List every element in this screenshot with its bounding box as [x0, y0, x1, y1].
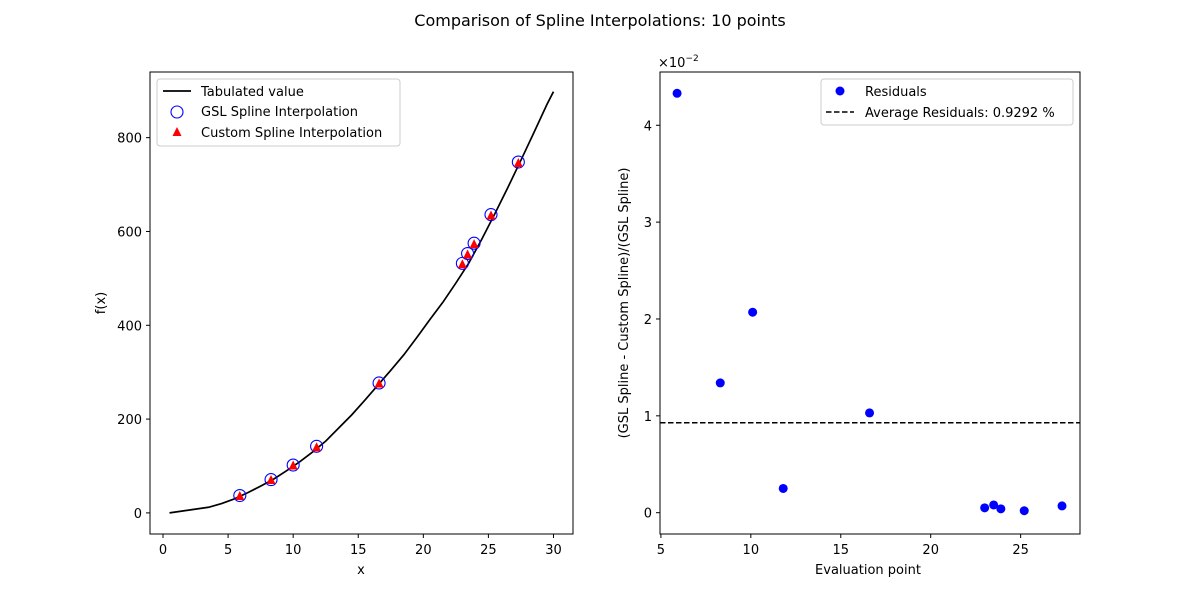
residual-point — [715, 378, 725, 388]
custom-point — [312, 442, 322, 452]
residual-point — [672, 88, 682, 98]
right-plot-ticks: 5 10 15 20 25 0 1 2 3 4 — [644, 119, 1029, 558]
legend-label-tabulated: Tabulated value — [200, 85, 304, 100]
residual-point — [748, 307, 758, 317]
gsl-point — [484, 208, 498, 222]
x-tick-label: 5 — [224, 543, 232, 558]
custom-point — [235, 491, 245, 501]
y-tick-label: 800 — [117, 132, 142, 147]
legend-triangle-icon — [172, 127, 182, 136]
offset-exponent: −2 — [685, 54, 698, 64]
custom-point — [463, 249, 473, 259]
legend-filled-circle-icon — [835, 86, 845, 96]
gsl-point — [233, 488, 247, 503]
custom-point — [486, 210, 496, 220]
legend-open-circle-icon — [170, 105, 184, 119]
x-tick-label: 20 — [415, 543, 432, 558]
left-plot-ticks: 0 5 10 15 20 25 30 0 200 400 600 800 — [117, 132, 562, 558]
right-plot-frame — [659, 71, 1081, 535]
x-tick-label: 25 — [1012, 543, 1029, 558]
left-x-axis-label: x — [357, 563, 365, 578]
right-legend-box — [820, 78, 1074, 126]
custom-point — [469, 239, 479, 249]
right-legend: Residuals Average Residuals: 0.9292 % — [820, 78, 1074, 126]
x-tick-label: 15 — [350, 543, 367, 558]
gsl-point — [286, 458, 300, 472]
x-tick-label: 15 — [832, 543, 849, 558]
custom-point — [374, 378, 384, 388]
y-tick-label: 2 — [644, 313, 652, 328]
right-plot: 5 10 15 20 25 0 1 2 3 4 Evaluation point (GSL Spl… — [617, 54, 1081, 578]
residual-point — [865, 408, 875, 418]
x-tick-label: 5 — [657, 543, 665, 558]
left-plot-frame — [149, 71, 574, 535]
y-tick-label: 4 — [644, 119, 652, 134]
left-plot: 0 5 10 15 20 25 30 0 200 400 600 800 x f(x) Tabulat… — [94, 71, 574, 578]
y-tick-label: 400 — [117, 319, 142, 334]
custom-point — [513, 157, 523, 167]
y-tick-label: 600 — [117, 225, 142, 240]
gsl-point — [310, 439, 324, 453]
x-tick-label: 0 — [159, 543, 167, 558]
gsl-point — [511, 155, 525, 169]
x-tick-label: 10 — [285, 543, 302, 558]
residual-point — [1057, 501, 1067, 511]
right-x-axis-label: Evaluation point — [815, 563, 921, 578]
y-tick-label: 0 — [134, 507, 142, 522]
residual-point — [778, 483, 788, 493]
x-tick-label: 30 — [545, 543, 562, 558]
legend-label-custom: Custom Spline Interpolation — [201, 126, 382, 141]
residual-point — [996, 504, 1006, 514]
left-y-axis-label: f(x) — [94, 292, 109, 314]
y-tick-label: 1 — [644, 410, 652, 425]
custom-point — [457, 259, 467, 269]
residual-point — [980, 503, 990, 513]
gsl-point — [467, 236, 481, 250]
legend-label-gsl: GSL Spline Interpolation — [201, 105, 358, 120]
legend-label-average: Average Residuals: 0.9292 % — [865, 106, 1055, 121]
right-y-offset-label: ×10−2 — [658, 54, 699, 71]
y-tick-label: 3 — [644, 216, 652, 231]
y-tick-label: 0 — [644, 507, 652, 522]
gsl-point — [264, 473, 278, 487]
residual-point — [1019, 506, 1029, 516]
left-legend-box — [156, 78, 401, 147]
left-plot-data — [169, 91, 555, 514]
x-tick-label: 25 — [480, 543, 497, 558]
x-tick-label: 10 — [743, 543, 760, 558]
right-y-axis-label: (GSL Spline - Custom Spline)/(GSL Spline… — [617, 168, 632, 439]
x-tick-label: 20 — [922, 543, 939, 558]
gsl-point — [461, 246, 475, 261]
right-plot-data — [660, 88, 1080, 516]
offset-base: ×10 — [658, 56, 685, 71]
left-legend: Tabulated value GSL Spline Interpolation… — [156, 78, 401, 147]
legend-label-residuals: Residuals — [865, 85, 927, 100]
y-tick-label: 200 — [117, 413, 142, 428]
figure-title: Comparison of Spline Interpolations: 10 … — [414, 11, 785, 30]
custom-point — [288, 460, 298, 470]
custom-point — [266, 475, 276, 485]
gsl-point — [372, 376, 386, 390]
residual-point — [989, 500, 999, 510]
